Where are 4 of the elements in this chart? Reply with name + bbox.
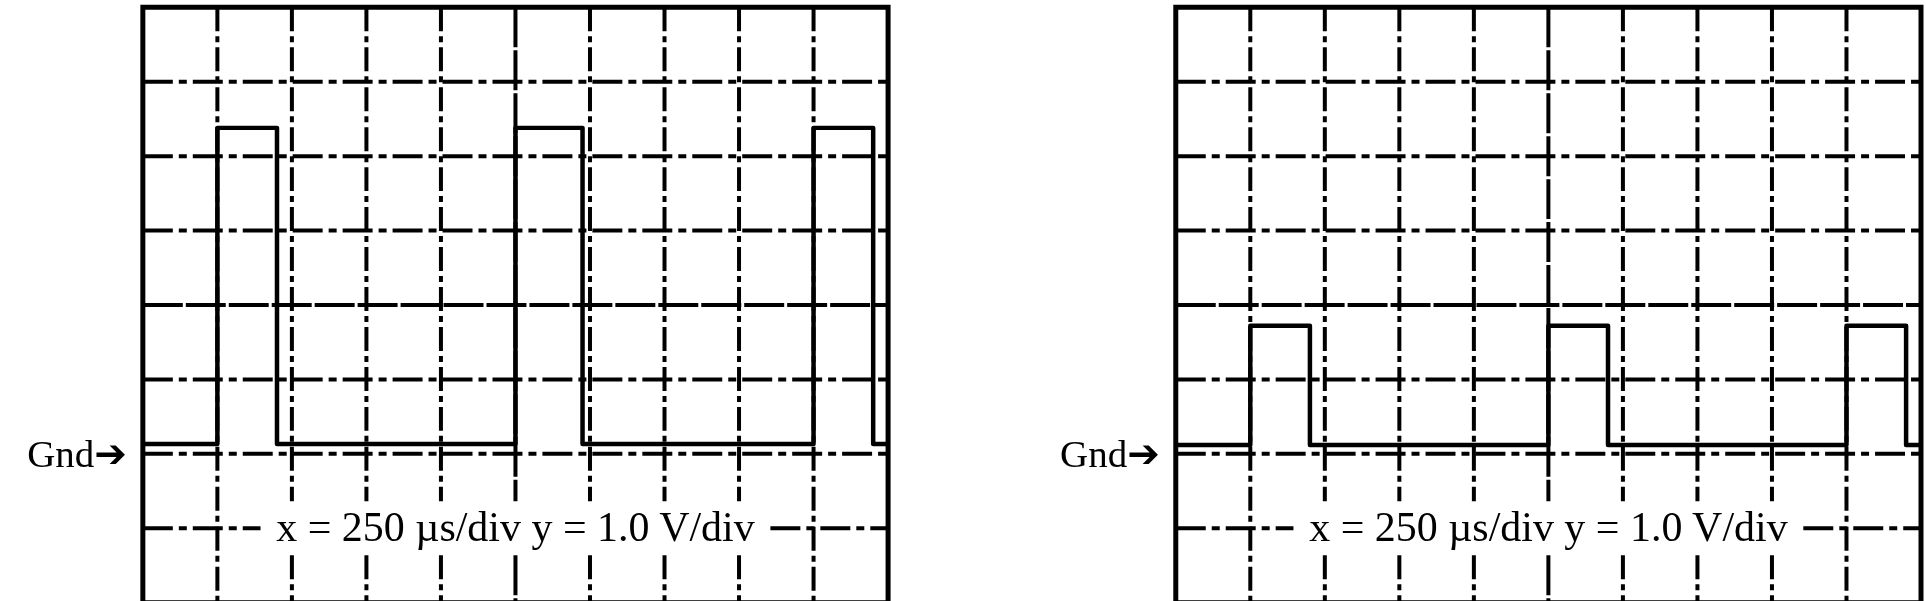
text: x = 250 µs/div y = 1.0 V/div bbox=[1309, 504, 1788, 551]
text: x = 250 µs/div y = 1.0 V/div bbox=[276, 504, 755, 551]
text: Gnd➔ bbox=[27, 431, 127, 475]
text: Gnd➔ bbox=[1060, 431, 1160, 475]
